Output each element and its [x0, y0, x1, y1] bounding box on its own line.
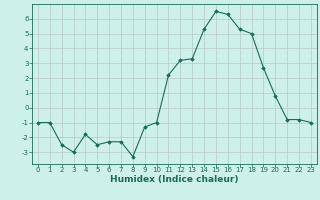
X-axis label: Humidex (Indice chaleur): Humidex (Indice chaleur) [110, 175, 239, 184]
